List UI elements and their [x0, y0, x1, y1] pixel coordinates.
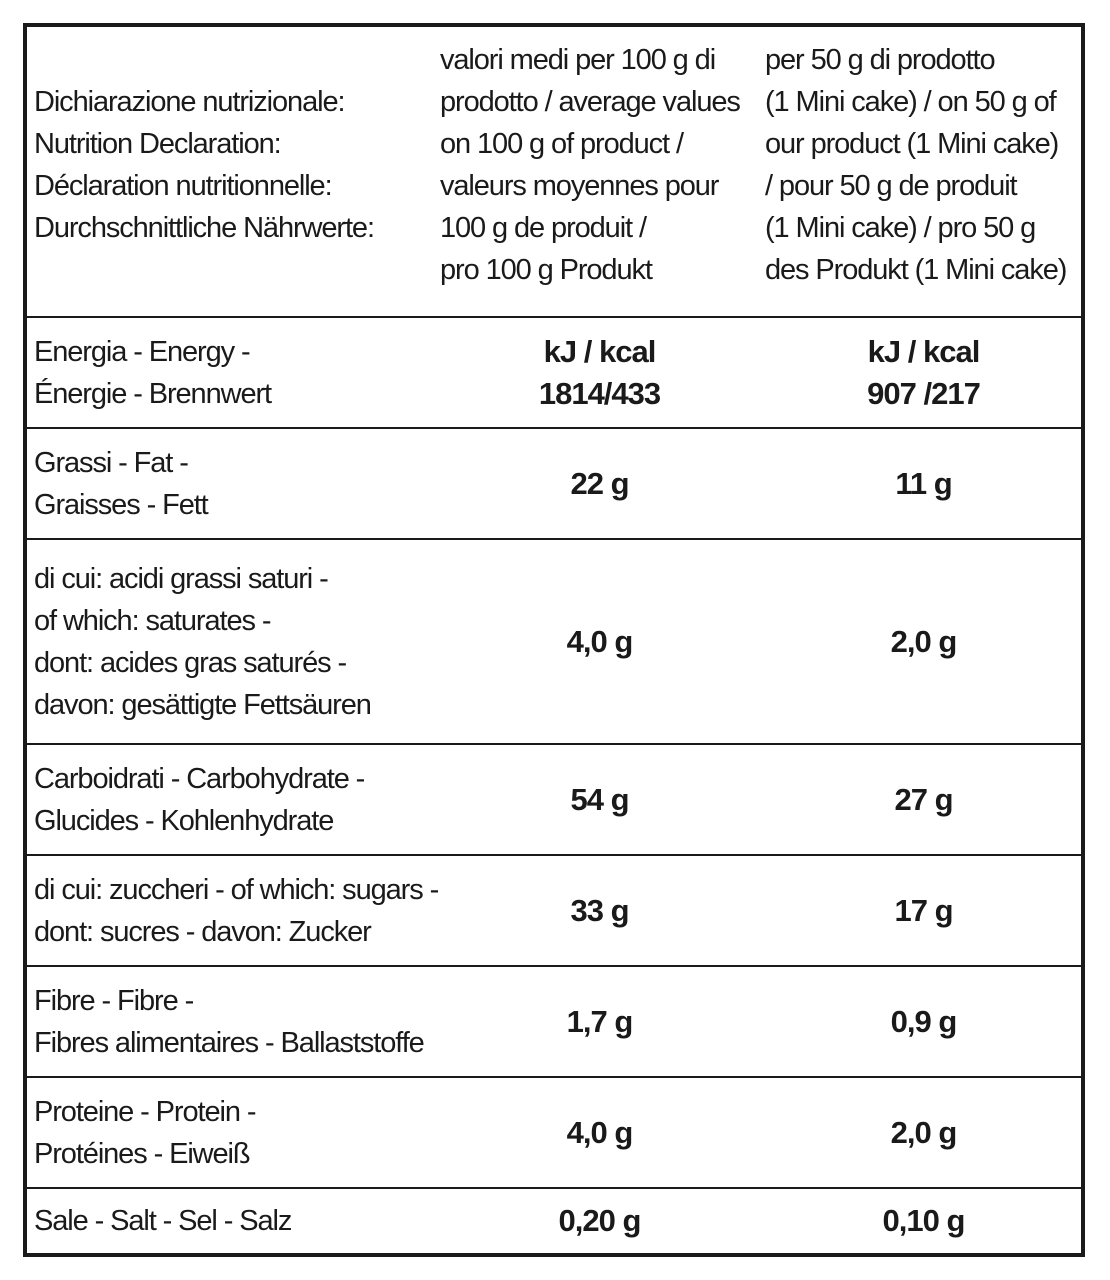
row-label: Grassi - Fat - Graisses - Fett: [34, 446, 209, 521]
row-per50-cell: 0,10 g: [762, 1189, 1085, 1253]
row-per50-cell: kJ / kcal 907 /217: [762, 318, 1085, 427]
row-per100-cell: 0,20 g: [437, 1189, 762, 1253]
table-row-fibre: Fibre - Fibre - Fibres alimentaires - Ba…: [27, 967, 1081, 1078]
header-per100: valori medi per 100 g di prodotto / aver…: [440, 44, 741, 286]
table-row-carbohydrate: Carboidrati - Carbohydrate - Glucides - …: [27, 745, 1081, 856]
header-per100-cell: valori medi per 100 g di prodotto / aver…: [440, 27, 765, 316]
row-per100-cell: 22 g: [437, 429, 762, 538]
table-row-fat: Grassi - Fat - Graisses - Fett 22 g 11 g: [27, 429, 1081, 540]
row-per50-value: 0,10 g: [882, 1203, 966, 1238]
row-per100-value: 1,7 g: [566, 1003, 634, 1039]
row-per50-cell: 27 g: [762, 745, 1085, 854]
row-label-cell: di cui: acidi grassi saturi - of which: …: [34, 540, 439, 743]
row-per100-cell: 4,0 g: [437, 1078, 762, 1187]
row-label: Sale - Salt - Sel - Salz: [34, 1205, 292, 1237]
table-header-row: Dichiarazione nutrizionale: Nutrition De…: [27, 27, 1081, 318]
row-per100-cell: 4,0 g: [437, 540, 762, 743]
row-label: di cui: zuccheri - of which: sugars - do…: [34, 873, 439, 948]
row-per50-value: 2,0 g: [890, 1114, 958, 1150]
row-per100-value: 33 g: [570, 892, 629, 928]
row-per100-cell: 54 g: [437, 745, 762, 854]
row-label: Proteine - Protein - Protéines - Eiweiß: [34, 1095, 256, 1170]
row-per50-value: 11 g: [895, 465, 952, 501]
nutrition-table: Dichiarazione nutrizionale: Nutrition De…: [23, 23, 1085, 1257]
row-per50-value: 17 g: [894, 892, 953, 928]
header-label: Dichiarazione nutrizionale: Nutrition De…: [34, 86, 375, 244]
table-row-saturates: di cui: acidi grassi saturi - of which: …: [27, 540, 1081, 745]
row-per100-value: 0,20 g: [558, 1203, 642, 1238]
row-per100-value: 54 g: [570, 781, 629, 817]
row-per50-cell: 11 g: [762, 429, 1085, 538]
table-row-protein: Proteine - Protein - Protéines - Eiweiß …: [27, 1078, 1081, 1189]
row-label-cell: Proteine - Protein - Protéines - Eiweiß: [34, 1078, 439, 1187]
row-per100-value: 22 g: [570, 465, 629, 501]
row-label-cell: Grassi - Fat - Graisses - Fett: [34, 429, 439, 538]
row-per100-value: 4,0 g: [566, 623, 634, 659]
table-row-salt: Sale - Salt - Sel - Salz 0,20 g 0,10 g: [27, 1189, 1081, 1253]
row-per50-cell: 0,9 g: [762, 967, 1085, 1076]
row-per100-cell: 33 g: [437, 856, 762, 965]
row-per50-value: 0,9 g: [890, 1003, 958, 1039]
row-label-cell: Energia - Energy - Énergie - Brennwert: [34, 318, 439, 427]
row-label: Energia - Energy - Énergie - Brennwert: [34, 335, 272, 410]
row-per50-value: kJ / kcal 907 /217: [867, 333, 981, 411]
row-label-cell: Carboidrati - Carbohydrate - Glucides - …: [34, 745, 439, 854]
row-per50-cell: 17 g: [762, 856, 1085, 965]
header-label-cell: Dichiarazione nutrizionale: Nutrition De…: [34, 27, 439, 316]
row-label: Fibre - Fibre - Fibres alimentaires - Ba…: [34, 984, 425, 1059]
row-per50-cell: 2,0 g: [762, 1078, 1085, 1187]
row-per50-value: 2,0 g: [890, 623, 958, 659]
header-per50-cell: per 50 g di prodotto (1 Mini cake) / on …: [765, 27, 1088, 316]
row-label: Carboidrati - Carbohydrate - Glucides - …: [34, 762, 365, 837]
table-row-energy: Energia - Energy - Énergie - Brennwert k…: [27, 318, 1081, 429]
row-per50-value: 27 g: [894, 781, 953, 817]
row-per100-cell: 1,7 g: [437, 967, 762, 1076]
table-row-sugars: di cui: zuccheri - of which: sugars - do…: [27, 856, 1081, 967]
row-label-cell: Fibre - Fibre - Fibres alimentaires - Ba…: [34, 967, 439, 1076]
row-per100-value: 4,0 g: [566, 1114, 634, 1150]
header-per50: per 50 g di prodotto (1 Mini cake) / on …: [765, 44, 1067, 286]
row-per50-cell: 2,0 g: [762, 540, 1085, 743]
row-label-cell: di cui: zuccheri - of which: sugars - do…: [34, 856, 439, 965]
row-label: di cui: acidi grassi saturi - of which: …: [34, 562, 372, 721]
row-per100-cell: kJ / kcal 1814/433: [437, 318, 762, 427]
row-per100-value: kJ / kcal 1814/433: [538, 333, 661, 411]
row-label-cell: Sale - Salt - Sel - Salz: [34, 1189, 439, 1253]
